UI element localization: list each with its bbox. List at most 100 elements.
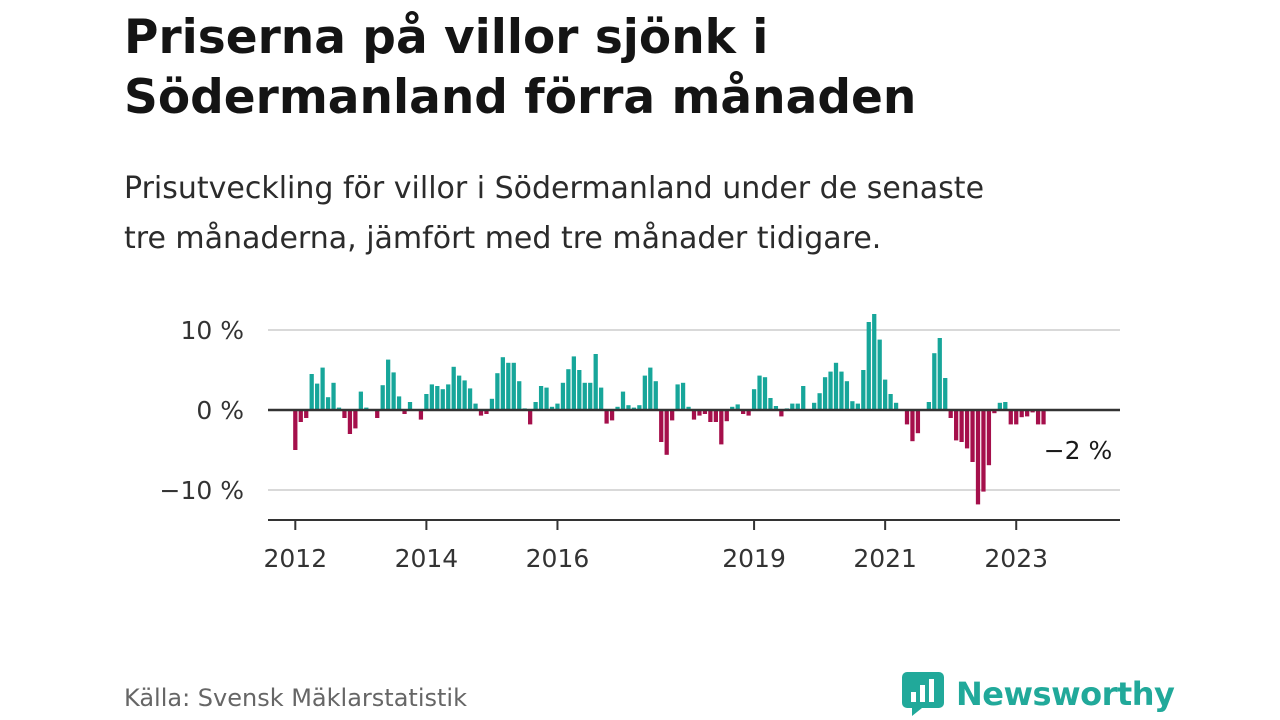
bar (435, 386, 440, 410)
bar (680, 382, 686, 410)
y-tick-labels: 10 % 0 % −10 % (160, 316, 244, 505)
bar (1019, 410, 1024, 418)
bar (462, 380, 467, 410)
bar (904, 410, 910, 425)
bar (719, 410, 724, 445)
bar (457, 375, 462, 410)
bar (396, 396, 402, 410)
bar (353, 410, 358, 429)
subtitle-line-2: tre månaderna, jämfört med tre månader t… (124, 221, 882, 256)
bar (790, 403, 795, 410)
x-tick-labels: 2012 2014 2016 2019 2021 2023 (263, 544, 1048, 573)
bar (402, 410, 407, 414)
bar (888, 394, 893, 410)
bar (664, 410, 669, 455)
bar (954, 410, 959, 441)
bar (298, 410, 303, 422)
bar (500, 357, 505, 410)
bar (964, 410, 970, 449)
bar (1014, 410, 1019, 425)
bar (320, 367, 325, 410)
bar (620, 391, 626, 410)
bar (970, 410, 975, 462)
bar (511, 362, 516, 410)
bar (506, 362, 511, 410)
bar (822, 377, 828, 410)
source-note: Källa: Svensk Mäklarstatistik (124, 684, 467, 712)
bar (801, 386, 806, 410)
bar (817, 393, 822, 410)
bar (637, 405, 642, 410)
bar (1008, 410, 1013, 425)
bar (555, 403, 560, 410)
bar (741, 410, 746, 414)
bar (959, 410, 964, 442)
bar (375, 410, 380, 418)
bar (943, 378, 948, 410)
bar (702, 410, 708, 414)
bar (642, 375, 647, 410)
bar (795, 403, 800, 410)
bar (773, 406, 779, 410)
bar (910, 410, 915, 442)
bar (440, 389, 445, 410)
bar (653, 381, 658, 410)
x-tick-label: 2012 (263, 544, 327, 573)
bar (861, 370, 866, 410)
brand-name: Newsworthy (956, 675, 1175, 713)
brand-logo: Newsworthy (902, 672, 1175, 716)
bar (571, 356, 576, 410)
bar (604, 410, 609, 424)
bar (1041, 410, 1046, 425)
bar (762, 377, 768, 410)
x-tick-label: 2016 (526, 544, 590, 573)
bar (342, 410, 347, 418)
bar (1003, 402, 1008, 410)
bar (675, 384, 680, 410)
bar (997, 402, 1002, 410)
bar (626, 405, 631, 410)
bar (451, 366, 456, 410)
bar (735, 404, 740, 410)
bar (670, 410, 675, 421)
bar (850, 401, 855, 410)
y-tick-label: −10 % (160, 476, 244, 505)
bar (309, 374, 314, 410)
bar (981, 410, 986, 492)
bar (424, 394, 429, 410)
bar (446, 384, 451, 410)
bar (937, 338, 942, 410)
bar (566, 369, 571, 410)
bar (713, 410, 718, 422)
chart-title: Priserna på villor sjönk i Södermanland … (124, 8, 1164, 128)
bar (380, 385, 385, 410)
bar (473, 403, 478, 410)
bar (293, 410, 298, 450)
bar (768, 398, 773, 410)
bar (582, 382, 587, 410)
bar (746, 410, 751, 416)
bar (948, 410, 953, 418)
x-tick-label: 2014 (395, 544, 459, 573)
bar (1035, 410, 1041, 425)
bar (691, 410, 697, 420)
bar (686, 406, 691, 410)
bar (418, 410, 424, 420)
bar (533, 402, 538, 410)
bar (724, 410, 729, 422)
bar (407, 402, 413, 410)
bar (751, 389, 757, 410)
bar (877, 339, 882, 410)
bar (577, 370, 582, 410)
bar (304, 410, 309, 418)
bar (429, 384, 434, 410)
bar (659, 410, 664, 442)
bar (730, 406, 735, 410)
bar (833, 362, 839, 410)
x-tick-label: 2021 (853, 544, 917, 573)
bar (315, 383, 320, 410)
bar (593, 354, 598, 410)
title-line-1: Priserna på villor sjönk i (124, 10, 769, 65)
x-tick-label: 2023 (984, 544, 1048, 573)
